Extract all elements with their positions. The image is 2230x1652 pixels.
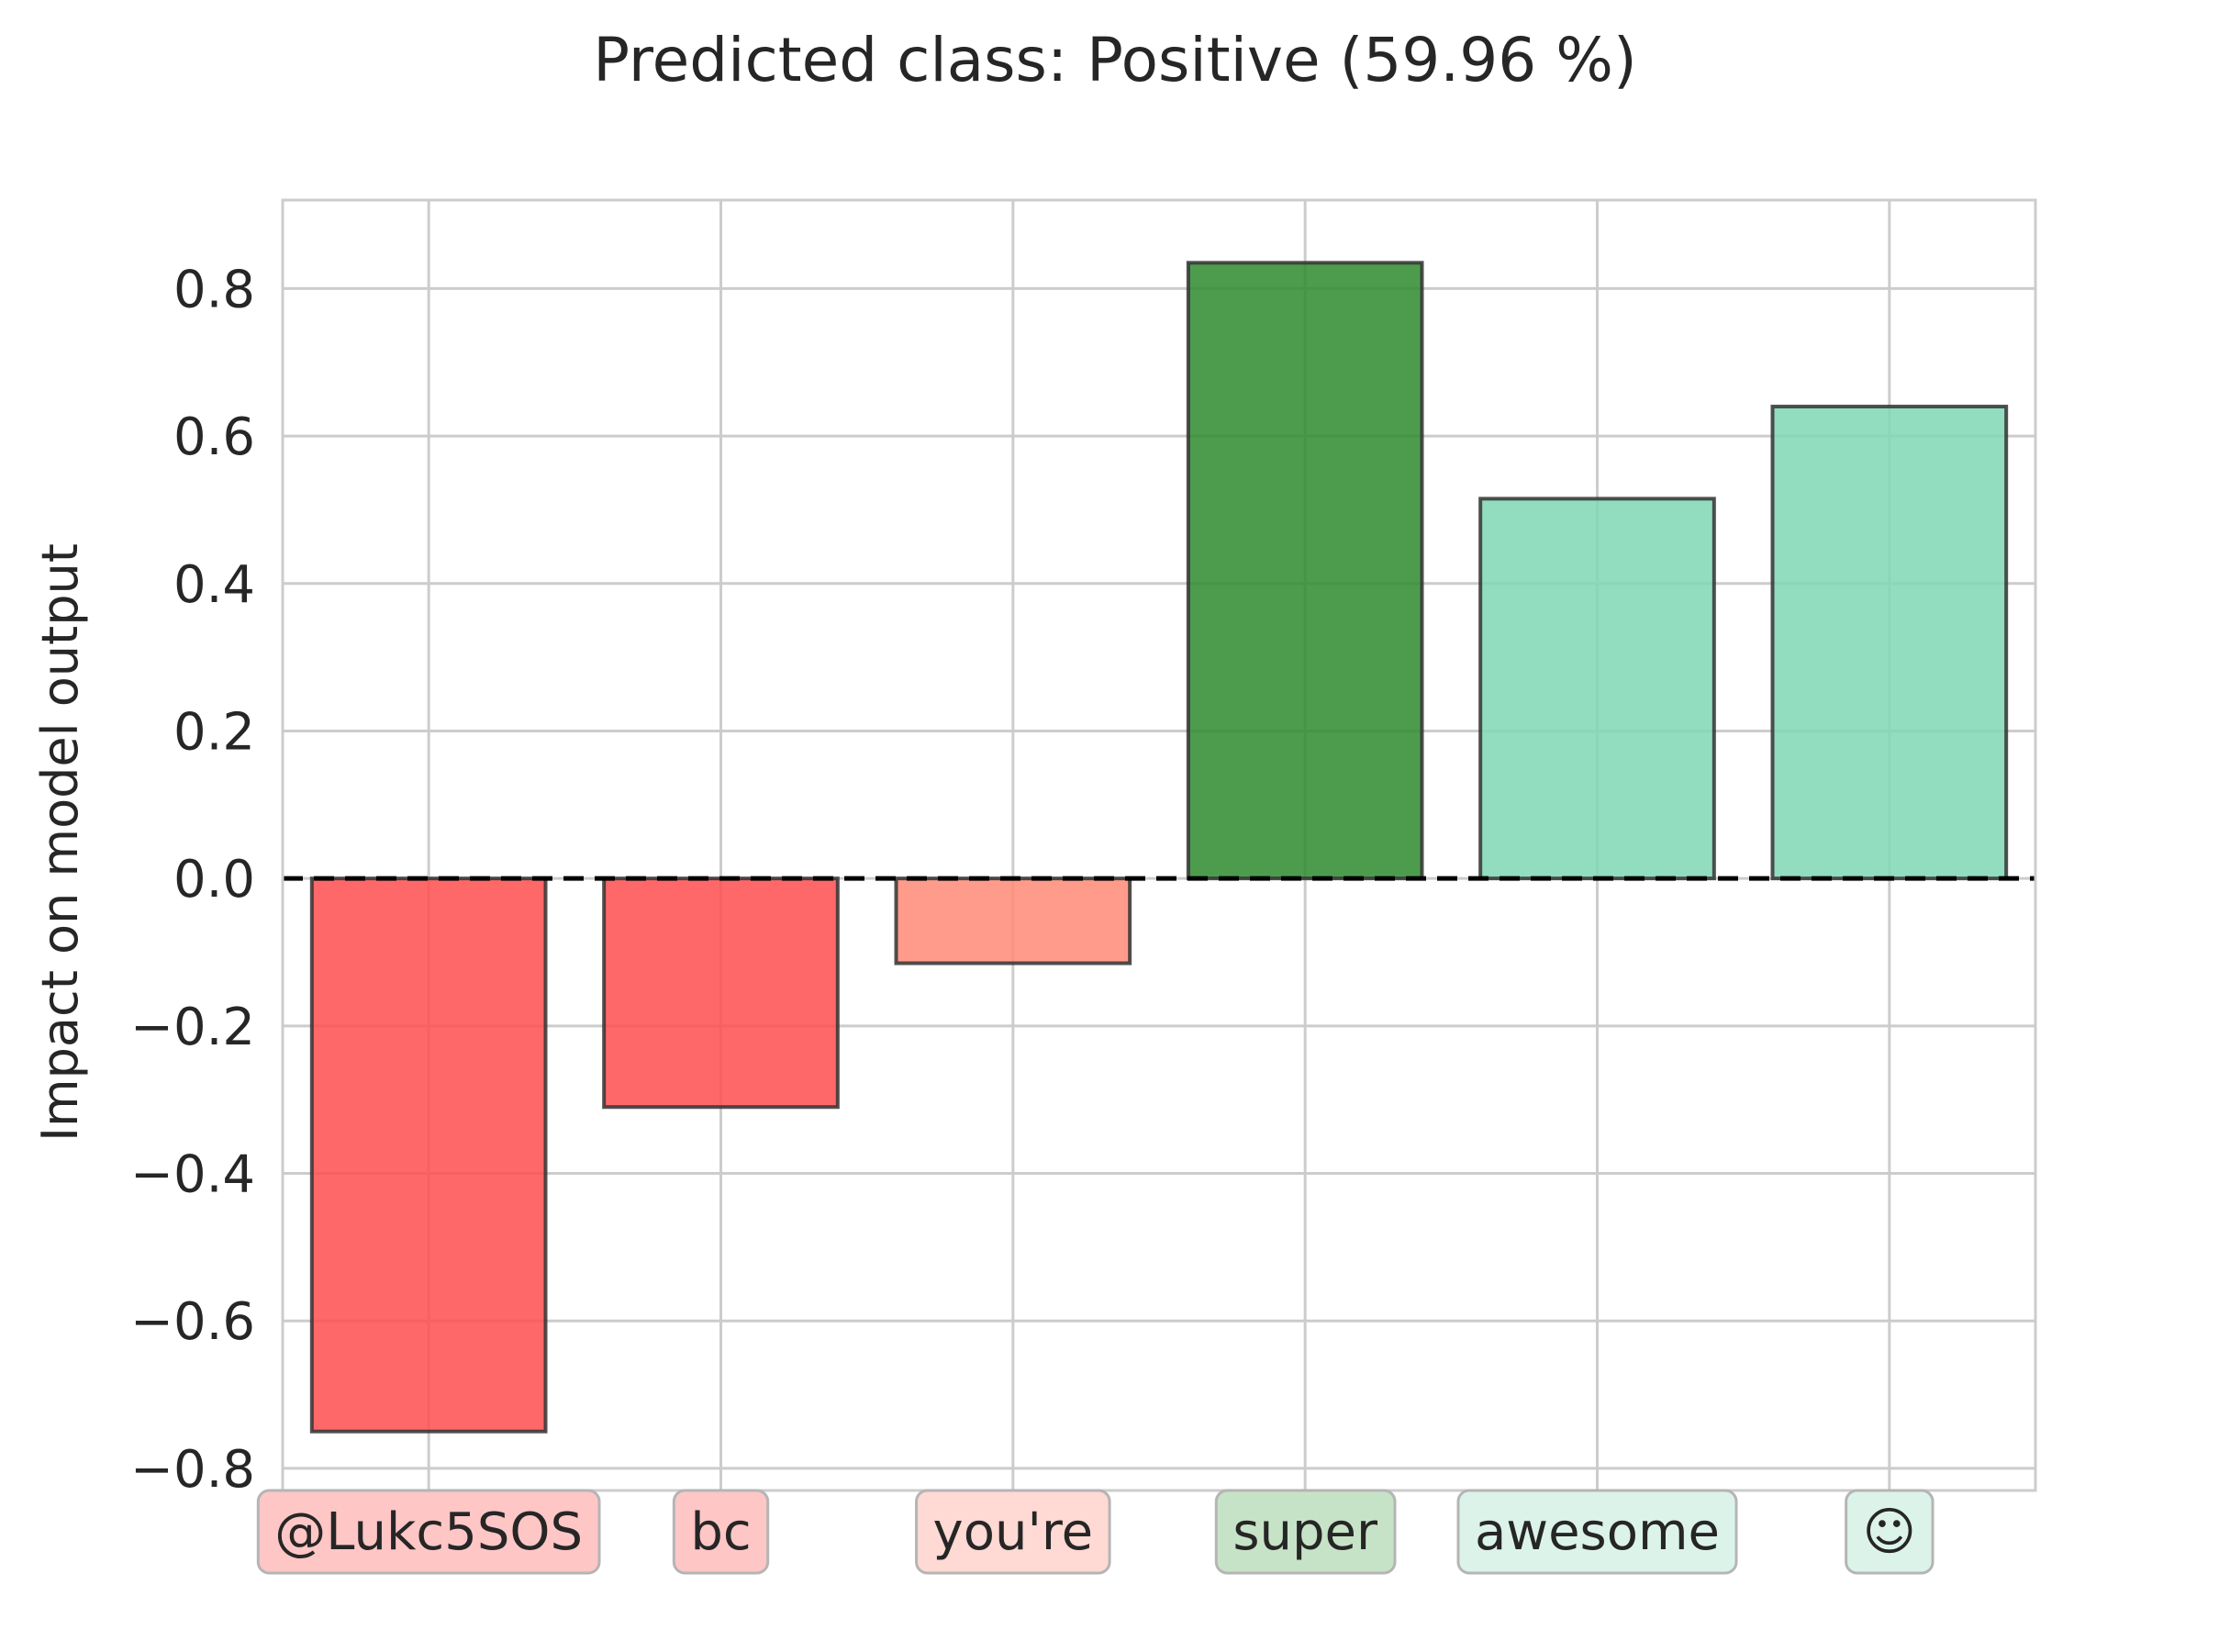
token-label: super: [1214, 1489, 1397, 1575]
y-tick-label: 0.4: [173, 555, 255, 615]
bar: [602, 876, 840, 1110]
x-token-labels: @Lukc5SOS bc you're super awesome ☺: [256, 1489, 1935, 1575]
y-tick-label: 0.8: [173, 260, 255, 319]
token-label-box: [672, 1489, 770, 1575]
token-label-text: you're: [933, 1502, 1094, 1562]
y-tick-labels: −0.8 −0.6 −0.4 −0.2 0.0 0.2 0.4 0.6 0.8: [130, 260, 255, 1499]
token-label-text: super: [1232, 1502, 1378, 1562]
token-label-text: bc: [690, 1502, 751, 1562]
bar: [1770, 404, 2009, 881]
chart-title: Predicted class: Positive (59.96 %): [593, 25, 1636, 95]
token-label-text: ☺: [1863, 1502, 1916, 1562]
y-tick-label: −0.6: [130, 1292, 255, 1352]
bar: [309, 876, 548, 1434]
token-label-text: awesome: [1475, 1502, 1720, 1562]
y-axis-label: Impact on model output: [31, 543, 89, 1142]
bar: [894, 876, 1132, 966]
y-tick-label: −0.4: [130, 1145, 255, 1205]
token-label: bc: [672, 1489, 770, 1575]
y-tick-label: 0.6: [173, 407, 255, 467]
token-label-box: [1214, 1489, 1397, 1575]
bar: [1478, 497, 1716, 881]
token-label: you're: [915, 1489, 1111, 1575]
token-label: @Lukc5SOS: [256, 1489, 601, 1575]
bars: [309, 261, 2009, 1434]
y-tick-label: −0.8: [130, 1440, 255, 1500]
token-label-box: [1456, 1489, 1738, 1575]
y-tick-label: −0.2: [130, 998, 255, 1057]
token-label-text: @Lukc5SOS: [274, 1502, 583, 1562]
y-tick-label: 0.0: [173, 850, 255, 910]
bar: [1186, 261, 1424, 881]
token-label-box: [915, 1489, 1111, 1575]
plot-frame: [281, 198, 2037, 1492]
y-tick-label: 0.2: [173, 702, 255, 762]
token-label: ☺: [1845, 1489, 1935, 1575]
token-label: awesome: [1456, 1489, 1738, 1575]
token-label-box: [256, 1489, 601, 1575]
token-label-box: [1845, 1489, 1935, 1575]
